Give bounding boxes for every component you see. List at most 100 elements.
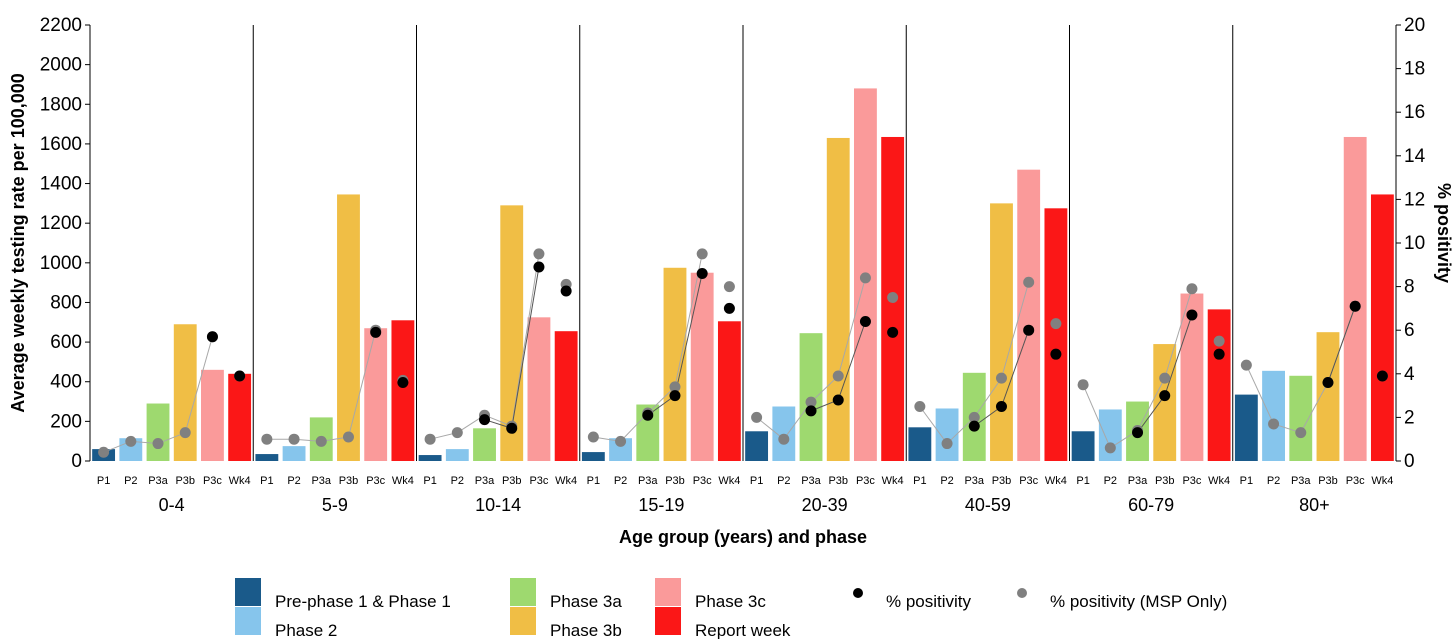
bars	[92, 88, 1394, 462]
positivity-point	[1213, 335, 1225, 347]
x-tick-label: P3c	[1182, 475, 1201, 487]
x-tick-label: P3c	[693, 475, 712, 487]
bar	[173, 324, 197, 461]
group-label: 15-19	[638, 495, 684, 515]
positivity-point	[778, 433, 790, 445]
legend-swatch	[235, 607, 261, 635]
positivity-point	[832, 394, 844, 406]
x-tick-label: P3a	[801, 475, 821, 487]
positivity-point	[506, 422, 518, 434]
positivity-point	[288, 433, 300, 445]
positivity-point	[1295, 427, 1307, 439]
x-tick-label: P1	[750, 475, 763, 487]
positivity-point	[805, 405, 817, 417]
positivity-point	[887, 292, 899, 303]
positivity-point	[533, 261, 545, 273]
y2-axis-title: % positivity	[1434, 183, 1454, 283]
x-axis-title: Age group (years) and phase	[619, 527, 867, 547]
positivity-point	[723, 302, 735, 314]
x-tick-label: P1	[260, 475, 273, 487]
bar	[1071, 431, 1095, 461]
positivity-point	[887, 326, 899, 338]
positivity-point	[751, 411, 763, 423]
y2-tick-label: 2	[1404, 407, 1415, 428]
bar	[1180, 293, 1204, 461]
bar	[1234, 394, 1258, 461]
positivity-line-segment	[1137, 377, 1166, 431]
x-tick-label: P3a	[475, 475, 495, 487]
positivity-point	[696, 268, 708, 280]
y-tick-label: 0	[71, 451, 82, 472]
positivity-point	[98, 446, 110, 458]
x-tick-label: P1	[1076, 475, 1089, 487]
y2-tick-label: 18	[1404, 59, 1425, 80]
y-tick-label: 200	[50, 411, 82, 432]
positivity-line-segment	[1300, 382, 1329, 433]
bar	[445, 449, 469, 461]
x-tick-label: P1	[1240, 475, 1253, 487]
tick-labels: 0200400600800100012001400160018002000220…	[40, 15, 1426, 515]
positivity-point	[669, 390, 681, 402]
positivity-line-segment	[1137, 395, 1166, 433]
y2-tick-label: 4	[1404, 364, 1415, 385]
positivity-point	[1240, 359, 1252, 371]
y-axis-title: Average weekly testing rate per 100,000	[8, 73, 28, 413]
x-tick-label: Wk4	[229, 475, 251, 487]
positivity-line-segment	[919, 406, 948, 444]
bar	[391, 320, 415, 461]
bar	[826, 137, 850, 462]
x-tick-label: P3b	[992, 475, 1012, 487]
y-tick-label: 1400	[40, 174, 82, 195]
y2-tick-label: 6	[1404, 320, 1415, 341]
y-tick-label: 1600	[40, 134, 82, 155]
positivity-point	[397, 377, 409, 389]
positivity-point	[560, 285, 572, 297]
x-tick-label: P3c	[366, 475, 385, 487]
bar	[364, 328, 388, 461]
legend-label: Phase 2	[275, 621, 337, 639]
bar	[1098, 409, 1122, 461]
positivity-lines	[103, 253, 1356, 453]
legend-swatch	[510, 578, 536, 606]
x-tick-label: P3b	[828, 475, 848, 487]
bar	[418, 455, 442, 461]
x-tick-label: P3b	[1318, 475, 1338, 487]
x-tick-label: P3c	[856, 475, 875, 487]
positivity-line-segment	[511, 266, 540, 429]
legend-label: Phase 3b	[550, 621, 622, 639]
positivity-point	[479, 414, 491, 426]
positivity-line-segment	[1245, 364, 1275, 425]
positivity-line-segment	[973, 406, 1002, 427]
y-tick-label: 2000	[40, 55, 82, 76]
positivity-point	[533, 248, 545, 260]
bar	[527, 317, 551, 461]
bar	[1207, 309, 1231, 461]
positivity-point	[1349, 300, 1361, 312]
positivity-point	[1186, 309, 1198, 321]
legend-swatch	[655, 578, 681, 606]
group-label: 5-9	[322, 495, 348, 515]
y-tick-label: 1200	[40, 213, 82, 234]
x-tick-label: P3a	[964, 475, 984, 487]
positivity-point	[125, 435, 137, 447]
bar	[745, 431, 769, 461]
positivity-line-segment	[1082, 384, 1111, 449]
positivity-point	[1268, 418, 1280, 430]
x-tick-label: P3c	[1346, 475, 1365, 487]
y2-tick-label: 10	[1404, 233, 1425, 254]
bar	[717, 321, 741, 461]
x-tick-label: P3b	[502, 475, 522, 487]
positivity-point	[152, 438, 164, 450]
x-tick-label: P1	[587, 475, 600, 487]
positivity-point	[859, 272, 871, 284]
x-tick-label: P1	[913, 475, 926, 487]
x-tick-label: P3c	[529, 475, 548, 487]
bar	[663, 267, 687, 461]
legend-swatch	[655, 607, 681, 635]
positivity-point	[615, 435, 627, 447]
bar	[473, 428, 496, 461]
x-tick-label: P2	[287, 475, 300, 487]
legend-swatch	[235, 578, 261, 606]
group-label: 40-59	[965, 495, 1011, 515]
